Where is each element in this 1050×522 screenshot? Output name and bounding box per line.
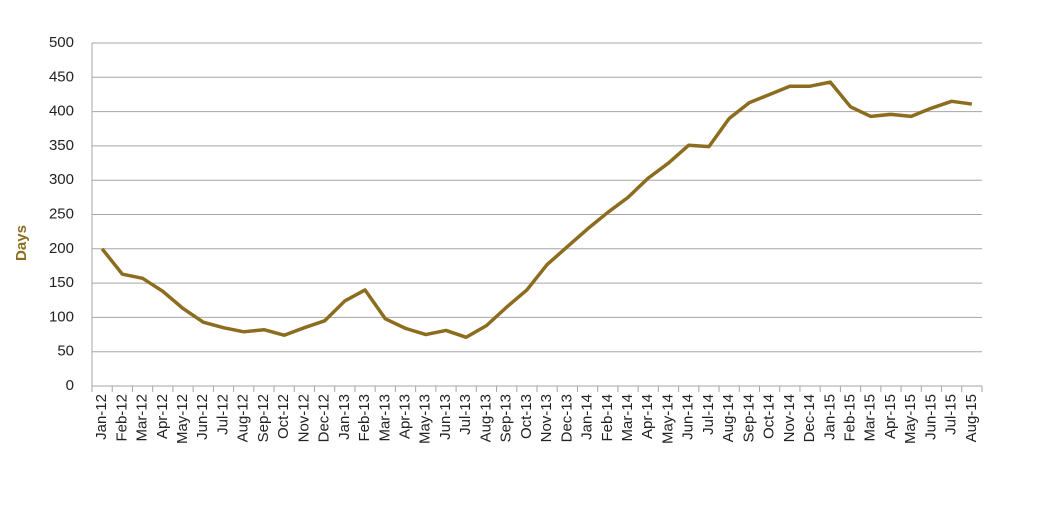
x-tick-label: May-14 xyxy=(659,394,676,444)
y-tick-label: 250 xyxy=(49,205,74,222)
y-tick-label: 450 xyxy=(49,68,74,85)
x-tick-label: Apr-12 xyxy=(154,394,171,439)
x-tick-label: Mar-15 xyxy=(862,394,879,442)
y-tick-label: 50 xyxy=(57,343,74,360)
x-tick-label: Jun-15 xyxy=(922,394,939,440)
x-tick-label: Oct-14 xyxy=(761,394,778,439)
x-tick-label: Jun-14 xyxy=(680,394,697,440)
y-tick-label: 350 xyxy=(49,137,74,154)
x-tick-label: Apr-13 xyxy=(396,394,413,439)
x-tick-label: Mar-13 xyxy=(376,394,393,442)
x-tick-label: Nov-13 xyxy=(538,394,555,442)
y-tick-label: 0 xyxy=(66,377,74,394)
x-tick-label: Dec-13 xyxy=(558,394,575,442)
x-tick-label: May-13 xyxy=(417,394,434,444)
x-tick-label: Oct-13 xyxy=(518,394,535,439)
x-tick-label: Nov-12 xyxy=(295,394,312,442)
x-tick-label: Aug-14 xyxy=(720,394,737,442)
x-tick-label: Feb-13 xyxy=(356,394,373,442)
x-tick-label: Aug-15 xyxy=(963,394,980,442)
x-tick-label: Feb-12 xyxy=(113,394,130,442)
y-tick-label: 300 xyxy=(49,171,74,188)
x-tick-label: Jul-15 xyxy=(943,394,960,435)
y-tick-label: 200 xyxy=(49,240,74,257)
y-tick-label: 500 xyxy=(49,34,74,51)
x-tick-label: Mar-14 xyxy=(619,394,636,442)
x-tick-label: Feb-15 xyxy=(841,394,858,442)
x-tick-label: Sep-12 xyxy=(255,394,272,442)
x-tick-label: Jun-12 xyxy=(194,394,211,440)
x-tick-label: Apr-14 xyxy=(639,394,656,439)
y-axis-label: Days xyxy=(13,225,30,261)
x-tick-label: Sep-14 xyxy=(740,394,757,442)
data-line xyxy=(100,80,973,340)
x-tick-label: Jan-14 xyxy=(579,394,596,440)
x-tick-label: Dec-12 xyxy=(316,394,333,442)
x-tick-label: Apr-15 xyxy=(882,394,899,439)
x-tick-label: Jul-12 xyxy=(214,394,231,435)
y-tick-label: 400 xyxy=(49,103,74,120)
x-tick-label: Jun-13 xyxy=(437,394,454,440)
x-tick-label: Feb-14 xyxy=(599,394,616,442)
x-tick-label: Jan-15 xyxy=(821,394,838,440)
x-tick-label: Aug-13 xyxy=(477,394,494,442)
x-tick-label: Jan-12 xyxy=(93,394,110,440)
x-tick-label: Oct-12 xyxy=(275,394,292,439)
y-tick-label: 100 xyxy=(49,308,74,325)
x-tick-label: Mar-12 xyxy=(134,394,151,442)
x-tick-label: Nov-14 xyxy=(781,394,798,442)
x-tick-label: Sep-13 xyxy=(498,394,515,442)
x-tick-label: Dec-14 xyxy=(801,394,818,442)
x-tick-label: Jul-13 xyxy=(457,394,474,435)
x-tick-label: May-15 xyxy=(902,394,919,444)
x-tick-label: Aug-12 xyxy=(235,394,252,442)
x-tick-label: Jul-14 xyxy=(700,394,717,435)
x-tick-label: May-12 xyxy=(174,394,191,444)
x-tick-label: Jan-13 xyxy=(336,394,353,440)
y-tick-label: 150 xyxy=(49,274,74,291)
